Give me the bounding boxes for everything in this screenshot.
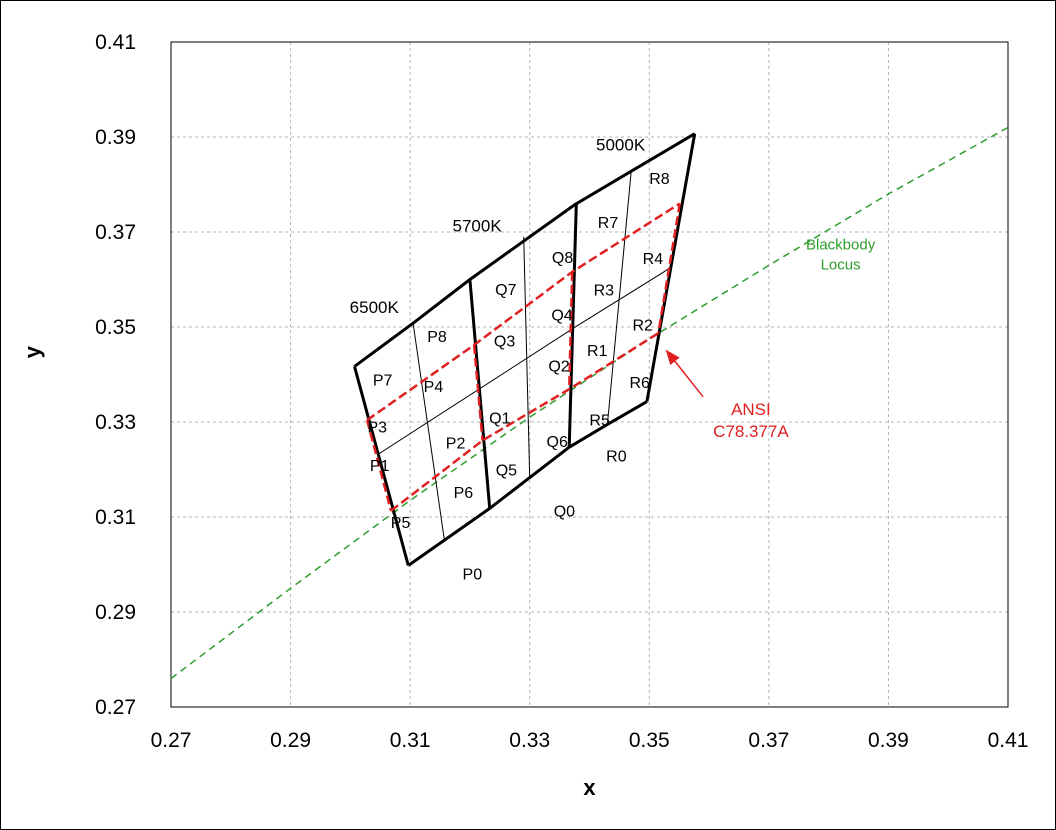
bin-label-r6: R6 <box>629 375 650 392</box>
x-tick-label: 0.31 <box>390 729 431 752</box>
cct-labels: 6500K 5700K 5000K <box>350 136 646 317</box>
grid <box>171 42 1008 707</box>
cct-boundary-line <box>353 366 410 566</box>
bin-label-q4: Q4 <box>551 308 572 325</box>
y-tick-label: 0.41 <box>95 31 136 54</box>
bin-label-p6: P6 <box>454 485 474 502</box>
cct-label-6500k: 6500K <box>350 298 400 317</box>
bin-label-p8: P8 <box>427 329 447 346</box>
bin-label-q0: Q0 <box>554 503 575 520</box>
ansi-label: ANSI <box>731 400 771 419</box>
ansi-left-line <box>365 419 393 512</box>
cct-boundary-line <box>645 133 697 402</box>
bin-label-r3: R3 <box>594 282 615 299</box>
bin-divider-line <box>606 170 632 425</box>
bin-label-q3: Q3 <box>494 333 515 350</box>
ansi-annotation: ANSI C78.377A <box>665 349 789 441</box>
bin-label-q6: Q6 <box>547 434 568 451</box>
bin-label-r7: R7 <box>598 215 619 232</box>
bin-label-p0: P0 <box>463 567 483 584</box>
bin-divider-line <box>523 236 531 478</box>
bin-label-p5: P5 <box>391 515 411 532</box>
cct-label-5000k: 5000K <box>596 136 646 155</box>
ansi-top-line <box>366 202 681 422</box>
x-tick-label: 0.27 <box>151 729 192 752</box>
x-tick-label: 0.37 <box>748 729 789 752</box>
ansi-divider-line <box>472 344 484 441</box>
ansi-arrow <box>665 349 704 398</box>
blackbody-locus-label: Blackbody <box>806 237 876 254</box>
y-tick-label: 0.27 <box>95 696 136 719</box>
x-tick-label: 0.39 <box>868 729 909 752</box>
bin-dividers <box>377 170 672 539</box>
y-axis-label: y <box>20 345 45 358</box>
bin-label-p4: P4 <box>424 379 444 396</box>
ansi-label: C78.377A <box>713 422 789 441</box>
bin-outline <box>353 132 697 567</box>
ansi-bottom-line <box>390 332 659 512</box>
bin-divider-line <box>412 323 445 539</box>
y-tick-label: 0.29 <box>95 601 136 624</box>
y-tick-label: 0.33 <box>95 411 136 434</box>
cct-boundary-line <box>567 204 578 448</box>
y-tick-label: 0.37 <box>95 221 136 244</box>
y-tick-label: 0.35 <box>95 316 136 339</box>
x-tick-labels: 0.27 0.29 0.31 0.33 0.35 0.37 0.39 0.41 <box>151 729 1029 752</box>
y-tick-label: 0.39 <box>95 126 136 149</box>
bin-label-q7: Q7 <box>495 282 516 299</box>
bin-label-p7: P7 <box>373 373 393 390</box>
x-axis-label: x <box>583 775 596 800</box>
bin-labels: P7 P8 P3 P4 P1 P2 P5 P6 P0 Q7 Q8 Q3 Q4 Q1 Q2 Q5 Q6 Q0 R7 R8… <box>367 171 669 584</box>
y-tick-label: 0.31 <box>95 506 136 529</box>
blackbody-locus: Blackbody Locus <box>170 126 1009 680</box>
bin-label-r0: R0 <box>606 448 627 465</box>
cct-label-5700k: 5700K <box>453 216 503 235</box>
bin-label-p3: P3 <box>367 419 387 436</box>
bin-label-r8: R8 <box>649 171 670 188</box>
outline-bottom <box>407 400 648 567</box>
bin-label-q8: Q8 <box>552 250 573 267</box>
bin-label-r2: R2 <box>632 318 653 335</box>
bin-label-q1: Q1 <box>489 410 510 427</box>
ansi-divider-line <box>567 271 574 390</box>
ansi-quadrangles <box>365 202 682 512</box>
cct-boundary-line <box>468 279 492 509</box>
bin-label-p2: P2 <box>446 435 466 452</box>
ansi-right-line <box>657 203 682 334</box>
blackbody-locus-line <box>170 126 1009 680</box>
bin-label-q5: Q5 <box>496 463 517 480</box>
y-tick-labels: 0.27 0.29 0.31 0.33 0.35 0.37 0.39 0.41 <box>95 31 136 719</box>
bin-label-r1: R1 <box>587 343 608 360</box>
bin-label-q2: Q2 <box>548 358 569 375</box>
x-tick-label: 0.33 <box>509 729 550 752</box>
bin-label-p1: P1 <box>370 458 390 475</box>
x-tick-label: 0.29 <box>270 729 311 752</box>
bin-divider-line <box>377 267 672 456</box>
plot-area <box>170 41 1009 708</box>
x-tick-label: 0.35 <box>629 729 670 752</box>
blackbody-locus-label: Locus <box>821 257 861 274</box>
x-tick-label: 0.41 <box>988 729 1029 752</box>
bin-label-r4: R4 <box>643 251 664 268</box>
bin-label-r5: R5 <box>589 413 610 430</box>
